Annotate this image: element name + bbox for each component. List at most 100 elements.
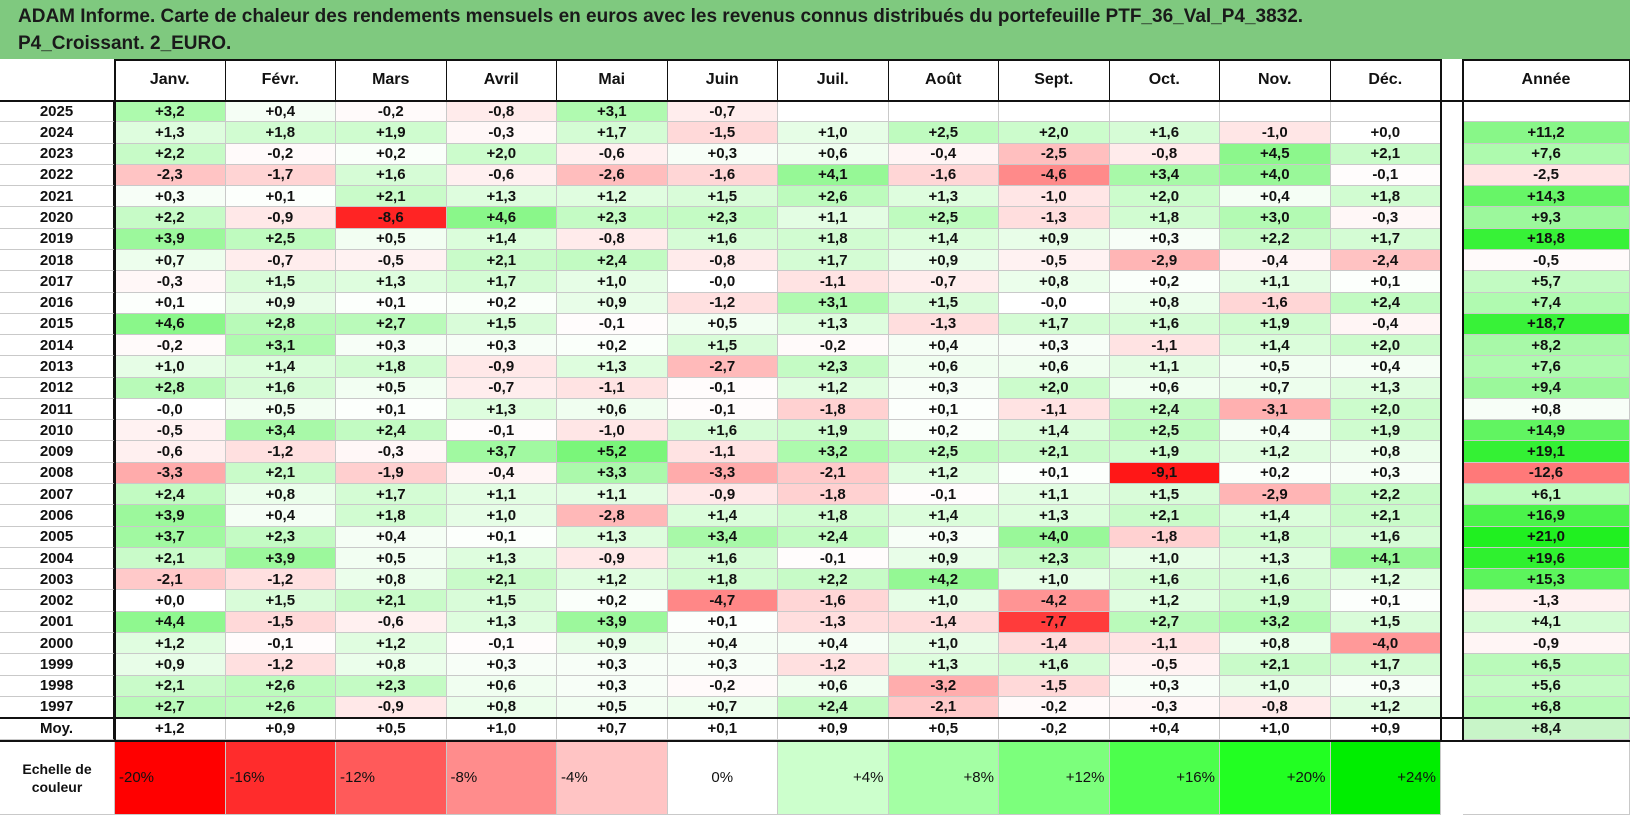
month-header: Déc.	[1330, 59, 1441, 101]
heatmap-cell: +0,8	[1220, 633, 1331, 655]
annual-cell: +0,8	[1463, 398, 1630, 421]
year-label: 2015	[0, 313, 115, 336]
heatmap-cell: +0,1	[999, 462, 1110, 485]
month-header: Janv.	[115, 59, 226, 101]
heatmap-cell: +3,7	[446, 441, 557, 463]
year-label: 2011	[0, 398, 115, 421]
heatmap-cell: +3,9	[225, 547, 336, 570]
heatmap-cell: +0,3	[557, 675, 668, 697]
heatmap-cell: -0,9	[667, 484, 778, 506]
heatmap-cell: +2,2	[1330, 484, 1441, 506]
heatmap-cell: +0,4	[225, 505, 336, 527]
heatmap-cell: +2,7	[115, 696, 226, 719]
year-label: 2012	[0, 377, 115, 399]
heatmap-cell: +0,1	[336, 292, 447, 314]
heatmap-cell: +1,6	[1109, 122, 1220, 144]
heatmap-cell: -1,0	[999, 186, 1110, 208]
heatmap-cell: +3,9	[115, 228, 226, 250]
heatmap-cell: -0,2	[778, 335, 889, 357]
heatmap-cell: +1,7	[446, 271, 557, 293]
heatmap-cell: +1,1	[1220, 271, 1331, 293]
month-header: Août	[888, 59, 999, 101]
heatmap-cell: +0,9	[557, 633, 668, 655]
heatmap-cell: +0,5	[1220, 356, 1331, 378]
heatmap-cell: -3,1	[1220, 398, 1331, 421]
heatmap-cell: +1,8	[1330, 186, 1441, 208]
heatmap-cell: +2,7	[336, 313, 447, 336]
heatmap-cell: +0,2	[557, 590, 668, 612]
year-label: 2001	[0, 611, 115, 633]
heatmap-cell: +2,4	[1109, 398, 1220, 421]
heatmap-cell: +0,9	[225, 292, 336, 314]
heatmap-cell	[1109, 101, 1220, 123]
heatmap-cell: -0,3	[115, 271, 226, 293]
heatmap-cell: +1,3	[446, 398, 557, 421]
heatmap-cell: +5,2	[557, 441, 668, 463]
heatmap-cell: +0,5	[667, 313, 778, 336]
heatmap-cell: -0,6	[557, 143, 668, 165]
heatmap-cell: -0,2	[336, 101, 447, 123]
heatmap-cell: +0,3	[446, 335, 557, 357]
heatmap-cell: -1,8	[778, 398, 889, 421]
annual-cell: -0,9	[1463, 633, 1630, 655]
heatmap-cell: +2,0	[1330, 398, 1441, 421]
heatmap-cell: +1,8	[336, 356, 447, 378]
heatmap-cell: +1,6	[1109, 313, 1220, 336]
heatmap-cell: +1,0	[1220, 675, 1331, 697]
heatmap-cell: +2,0	[446, 143, 557, 165]
heatmap-cell	[1220, 101, 1331, 123]
heatmap-cell: -0,4	[1330, 313, 1441, 336]
heatmap-cell: -2,8	[557, 505, 668, 527]
heatmap-cell: +0,8	[336, 569, 447, 591]
heatmap-cell: -3,3	[667, 462, 778, 485]
heatmap-cell: -0,1	[446, 633, 557, 655]
heatmap-cell: +2,6	[225, 696, 336, 719]
heatmap-cell: +0,3	[888, 377, 999, 399]
heatmap-cell: -0,5	[336, 249, 447, 272]
heatmap-cell: +2,4	[778, 526, 889, 548]
legend-step: +20%	[1220, 741, 1331, 815]
annual-cell: +16,9	[1463, 505, 1630, 527]
annual-cell: +6,1	[1463, 484, 1630, 506]
heatmap-cell: +1,3	[115, 122, 226, 144]
heatmap-cell: -4,6	[999, 164, 1110, 187]
heatmap-cell: +1,4	[1220, 335, 1331, 357]
heatmap-cell: -1,2	[225, 441, 336, 463]
legend-step: +8%	[888, 741, 999, 815]
heatmap-cell: +2,1	[225, 462, 336, 485]
heatmap-cell: -0,5	[115, 420, 226, 442]
heatmap-cell: +4,2	[888, 569, 999, 591]
heatmap-cell: -0,4	[888, 143, 999, 165]
heatmap-cell: +3,2	[778, 441, 889, 463]
heatmap-cell: +1,5	[225, 590, 336, 612]
year-label: 2013	[0, 356, 115, 378]
month-header: Juil.	[778, 59, 889, 101]
heatmap-cell: +1,9	[1220, 590, 1331, 612]
heatmap-cell: -0,2	[667, 675, 778, 697]
year-label: 2006	[0, 505, 115, 527]
heatmap-cell: +1,5	[667, 186, 778, 208]
heatmap-cell: +1,9	[1109, 441, 1220, 463]
legend-step: +16%	[1109, 741, 1220, 815]
heatmap-cell: -0,8	[667, 249, 778, 272]
annual-cell: +18,8	[1463, 228, 1630, 250]
heatmap-cell	[999, 101, 1110, 123]
corner-cell	[0, 59, 115, 101]
heatmap-cell: +2,4	[336, 420, 447, 442]
heatmap-cell: +1,2	[1330, 569, 1441, 591]
heatmap-cell: +0,8	[446, 696, 557, 719]
heatmap-cell: +0,1	[667, 611, 778, 633]
heatmap-cell: +2,1	[1330, 505, 1441, 527]
heatmap-cell: +2,3	[999, 547, 1110, 570]
heatmap-cell: -4,2	[999, 590, 1110, 612]
heatmap-cell: +0,5	[225, 398, 336, 421]
heatmap-cell: +0,8	[225, 484, 336, 506]
heatmap-cell: -2,6	[557, 164, 668, 187]
year-label: 2014	[0, 335, 115, 357]
heatmap-cell: -1,7	[225, 164, 336, 187]
heatmap-cell: +1,8	[225, 122, 336, 144]
heatmap-cell: +1,2	[778, 377, 889, 399]
heatmap-cell: +0,4	[888, 335, 999, 357]
average-cell: +0,9	[1330, 718, 1441, 741]
heatmap-cell: +2,4	[1330, 292, 1441, 314]
